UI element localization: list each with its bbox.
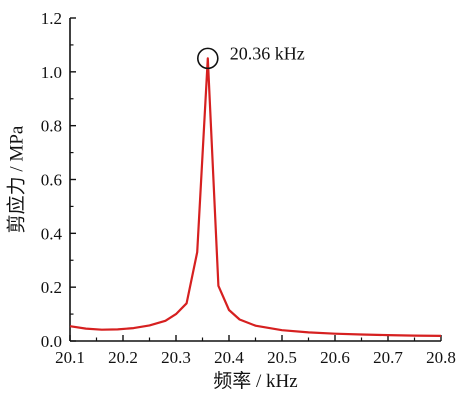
- y-tick-label: 0.2: [41, 278, 62, 297]
- x-tick-label: 20.8: [426, 348, 456, 367]
- x-tick-label: 20.1: [55, 348, 85, 367]
- y-tick-label: 0.8: [41, 117, 62, 136]
- y-axis-ticks: 0.0 0.2 0.4 0.6 0.8 1.0 1.2: [41, 9, 76, 351]
- y-tick-label: 0.6: [41, 171, 62, 190]
- peak-annotation-label: 20.36 kHz: [230, 43, 305, 63]
- y-axis-title: 剪应力 / MPa: [5, 125, 27, 233]
- x-tick-label: 20.2: [108, 348, 138, 367]
- y-tick-label: 1.2: [41, 9, 62, 28]
- x-tick-label: 20.6: [320, 348, 350, 367]
- plot-area: [69, 18, 441, 342]
- y-tick-label: 0.4: [41, 224, 63, 243]
- x-axis-title: 频率 / kHz: [213, 370, 297, 392]
- series-layer: [69, 57, 442, 337]
- x-tick-label: 20.7: [373, 348, 403, 367]
- x-tick-label: 20.4: [214, 348, 244, 367]
- x-tick-label: 20.3: [161, 348, 191, 367]
- y-tick-label: 1.0: [41, 63, 62, 82]
- peak-marker-circle: [197, 47, 219, 70]
- x-axis-ticks: 20.1 20.2 20.3 20.4 20.5 20.6 20.7 20.8: [55, 335, 456, 367]
- series-line: [69, 57, 442, 337]
- x-tick-label: 20.5: [267, 348, 297, 367]
- y-tick-label: 0.0: [41, 332, 62, 351]
